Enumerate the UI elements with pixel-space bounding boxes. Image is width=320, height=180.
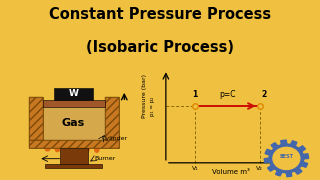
Text: Constant Pressure Process: Constant Pressure Process	[49, 7, 271, 22]
Ellipse shape	[74, 147, 80, 152]
Text: V₂: V₂	[256, 166, 263, 171]
Ellipse shape	[64, 146, 70, 153]
Bar	[28, 140, 119, 148]
Text: V₁: V₁	[192, 166, 199, 171]
Circle shape	[273, 147, 300, 170]
Bar	[105, 97, 119, 140]
Text: BEST: BEST	[279, 154, 293, 159]
Text: 1: 1	[193, 90, 198, 99]
Text: Volume m³: Volume m³	[212, 169, 249, 175]
Bar	[45, 164, 102, 168]
Text: p₁ = p₂: p₁ = p₂	[150, 96, 155, 116]
Bar	[43, 107, 105, 140]
Bar	[28, 97, 43, 140]
Ellipse shape	[84, 147, 90, 152]
Ellipse shape	[55, 147, 60, 152]
Bar	[105, 97, 119, 140]
Text: W: W	[69, 89, 78, 98]
Text: Cylinder: Cylinder	[102, 136, 128, 141]
Bar	[28, 97, 43, 140]
Text: Gas: Gas	[62, 118, 85, 128]
Bar	[28, 140, 119, 148]
Text: 2: 2	[262, 90, 267, 99]
Bar	[60, 148, 88, 166]
Polygon shape	[264, 140, 308, 177]
Text: (Isobaric Process): (Isobaric Process)	[86, 40, 234, 55]
Bar	[43, 100, 105, 107]
Ellipse shape	[45, 147, 50, 152]
Text: Burner: Burner	[95, 156, 116, 161]
Bar	[54, 88, 93, 100]
Text: p=C: p=C	[219, 90, 236, 99]
Text: Pressure (bar): Pressure (bar)	[142, 74, 147, 118]
Ellipse shape	[94, 146, 100, 153]
